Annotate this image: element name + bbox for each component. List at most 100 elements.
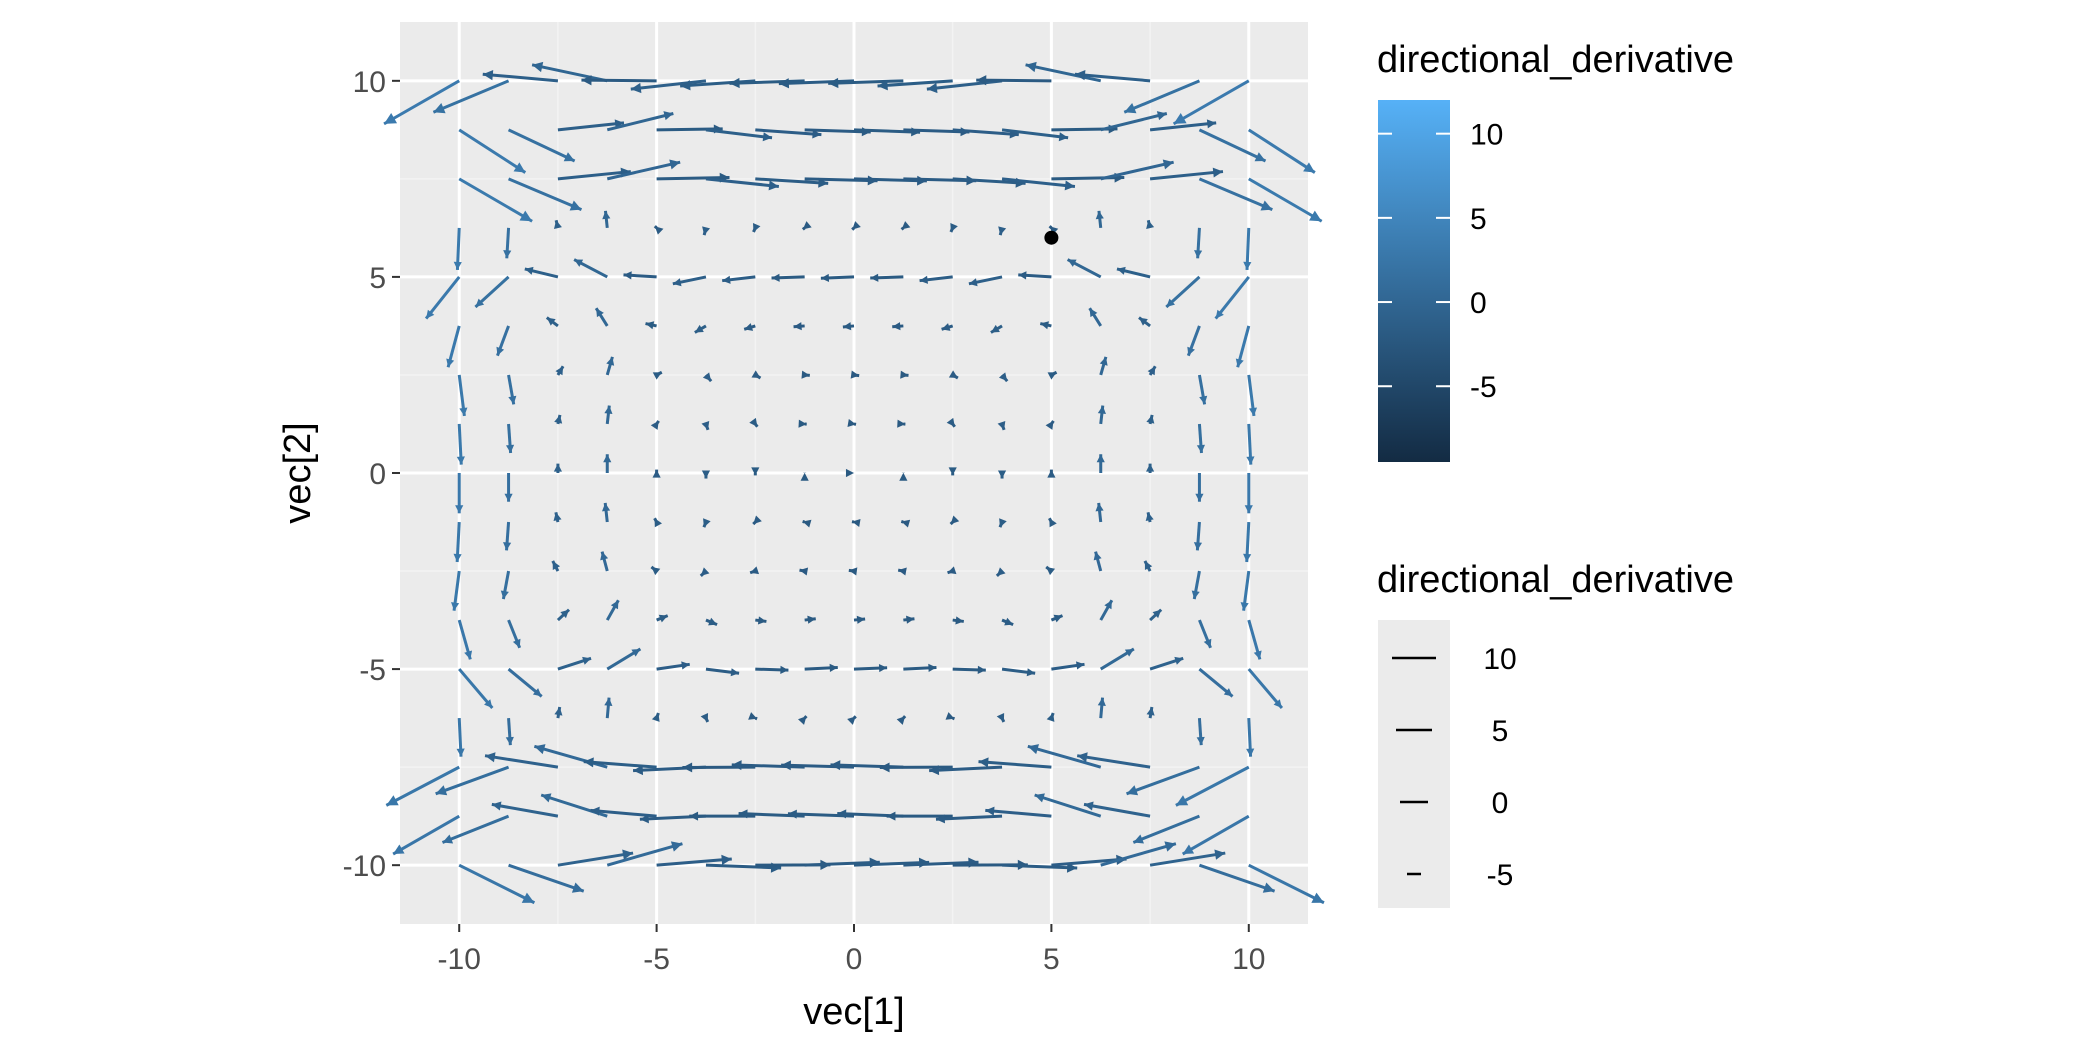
arrow-head [703,518,711,528]
arrow-head [521,892,535,903]
arrow-head [771,273,780,282]
arrow-head [672,278,682,287]
vector-arrow [877,79,953,88]
arrow-head [722,275,731,284]
arrow-head [878,663,888,673]
vector-arrow [531,63,608,83]
vector-arrow [458,177,533,223]
arrow-head [757,616,767,625]
arrow-head [582,656,592,665]
arrow-head [892,322,901,331]
arrow-head [633,765,644,776]
arrow-head [753,515,762,525]
vector-arrow [458,668,494,709]
arrow-head [1064,180,1075,191]
arrow-head [752,223,761,233]
arrow-head [1027,744,1040,755]
arrow-head [896,716,906,725]
colorbar-label: 0 [1470,287,1487,320]
size-legend-background [1378,620,1450,908]
arrow-head [899,472,908,481]
vector-arrow [926,79,1003,91]
arrow-head [877,80,888,91]
arrow-head [955,616,964,625]
arrow-head [1173,112,1187,124]
vector-arrow [557,121,625,132]
arrow-head [1034,793,1045,803]
arrow-head [829,663,838,672]
arrow-head [1166,298,1175,308]
arrow-head [1187,346,1195,356]
size-key-label: 0 [1492,787,1509,820]
arrow-head [590,806,600,816]
arrow-head [555,366,564,376]
arrow-head [1075,661,1085,670]
arrow-head [1223,688,1233,697]
y-axis-title: vec[2] [277,422,319,523]
vector-arrow [935,814,1003,821]
arrow-head [1046,566,1056,576]
arrow-head [1243,261,1252,270]
vector-arrow [458,863,536,905]
vector-arrow [1083,802,1151,818]
vector-arrow [853,128,921,134]
legend-color-title: directional_derivative [1377,39,1734,81]
vector-arrow [1198,863,1276,893]
vector-arrow [482,72,559,83]
arrow-head [513,162,526,173]
arrow-head [552,560,561,570]
arrow-head [1206,119,1217,129]
vector-arrow [491,802,559,818]
vector-arrow [976,78,1052,83]
arrow-head [475,298,485,308]
vector-arrow [432,79,510,114]
arrow-head [1199,395,1208,405]
arrow-head [654,518,662,528]
arrow-head [532,61,544,73]
x-tick-label: 10 [1232,943,1265,976]
arrow-head [1243,553,1252,562]
arrow-head [652,469,661,478]
arrow-head [484,699,493,709]
arrow-head [897,419,906,428]
x-tick-label: 0 [846,943,863,976]
arrow-head [700,712,709,722]
arrow-head [569,200,582,211]
vector-arrow [705,128,773,140]
arrow-head [1095,210,1104,220]
vector-arrow [1175,765,1250,807]
arrow-head [730,668,740,677]
arrow-head [524,266,534,275]
vector-arrow [1149,170,1224,181]
arrow-head [820,273,830,283]
arrow-head [1260,200,1273,211]
arrow-head [459,407,468,416]
arrow-head [505,736,514,746]
vector-arrow [755,128,822,137]
arrow-head [503,250,512,259]
arrow-head [491,801,502,811]
arrow-head [950,223,958,233]
arrow-head [801,370,810,379]
vector-arrow [755,177,829,185]
vector-arrow [952,177,1026,185]
arrow-head [750,566,760,575]
arrow-head [610,600,619,610]
vector-arrow [1001,863,1078,870]
arrow-head [812,129,822,139]
arrow-head [393,844,405,855]
arrow-head [1133,834,1144,844]
arrow-head [512,638,521,648]
arrow-head [793,322,802,331]
arrow-head [1025,61,1037,73]
arrow-head [870,273,879,282]
arrow-head [976,75,987,86]
arrow-head [508,395,517,405]
arrow-head [901,221,911,230]
arrow-head [1146,220,1155,229]
arrow-head [602,210,611,220]
arrow-head [751,467,760,476]
arrow-head [563,152,575,162]
arrow-head [453,261,462,270]
vector-arrow [1214,275,1250,320]
